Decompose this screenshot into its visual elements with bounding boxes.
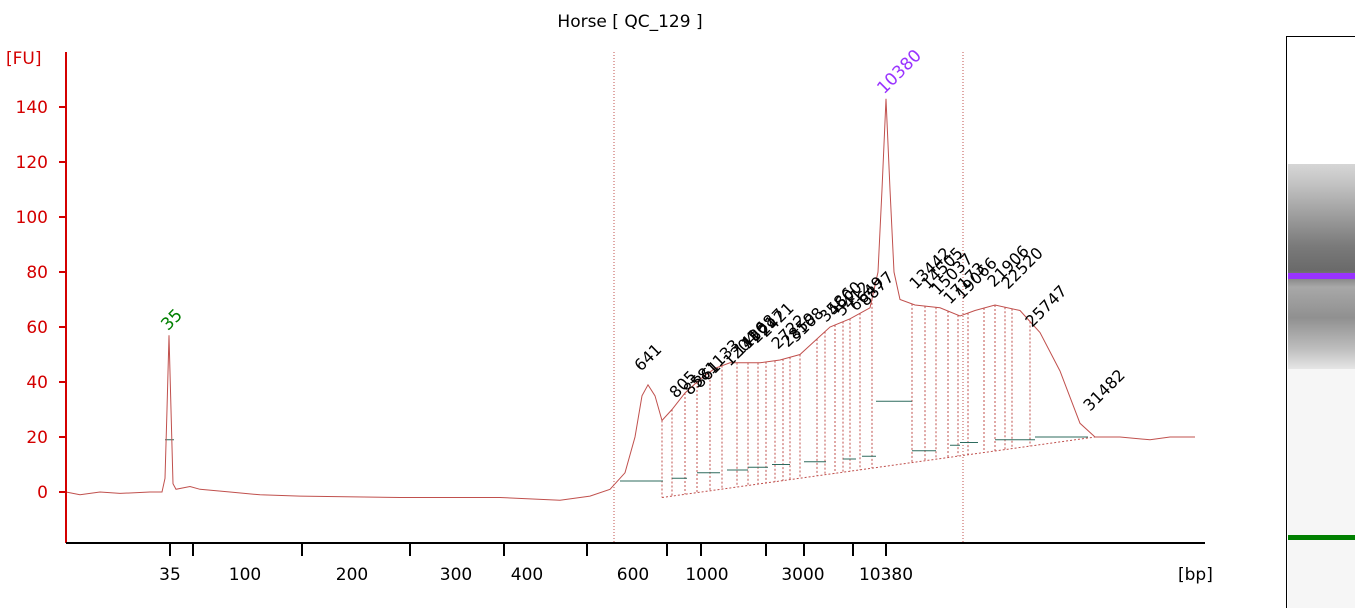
x-tick-label: 3000: [781, 565, 824, 585]
fragment-label: 25747: [1021, 281, 1070, 330]
x-tick-label: 600: [617, 565, 649, 585]
trace-line: [65, 98, 1195, 501]
y-tick-label: 100: [16, 208, 48, 228]
chart-title: Horse [ QC_129 ]: [557, 12, 702, 32]
peak-labels: 35 10380: [157, 46, 925, 335]
gel-smear: [1288, 164, 1355, 369]
fragment-baselines: [165, 400, 1088, 482]
fragment-label: 641: [630, 340, 665, 375]
x-axis-ticks: 35 100 200 300 400 600 1000 3000 10380: [159, 543, 913, 585]
virtual-gel-lane: [1286, 36, 1355, 609]
x-tick-label: 100: [229, 565, 261, 585]
fragment-label: 8877: [855, 268, 897, 310]
region-markers: [613, 52, 964, 543]
x-tick-label: 1000: [685, 565, 728, 585]
peak-label: 10380: [873, 46, 925, 98]
gel-background: [1288, 369, 1355, 609]
x-tick-label: 35: [159, 565, 181, 585]
peak-label: 35: [157, 305, 186, 334]
lower-marker-band: [1288, 535, 1355, 540]
x-tick-label: 400: [511, 565, 543, 585]
y-tick-label: 0: [37, 483, 48, 503]
x-tick-label: 300: [440, 565, 472, 585]
y-tick-label: 80: [26, 263, 48, 283]
x-axis-label: [bp]: [1178, 565, 1213, 585]
fragment-region-lines: [661, 298, 1096, 498]
x-tick-label: 10380: [859, 565, 913, 585]
axes: [65, 52, 1205, 544]
y-tick-label: 40: [26, 373, 48, 393]
gel-lane-image: [1288, 164, 1355, 609]
fragment-labels: 6418058588611133120414161808221724212722…: [630, 241, 1128, 414]
y-tick-label: 120: [16, 153, 48, 173]
upper-marker-band: [1288, 273, 1355, 279]
y-axis-ticks: 0 20 40 60 80 100 120 140: [16, 98, 66, 503]
y-tick-label: 20: [26, 428, 48, 448]
y-axis-label: [FU]: [6, 49, 42, 69]
y-tick-label: 60: [26, 318, 48, 338]
y-tick-label: 140: [16, 98, 48, 118]
fragment-label: 31482: [1079, 365, 1128, 414]
fragment-baseline-curve: [661, 436, 1096, 498]
x-tick-label: 200: [336, 565, 368, 585]
